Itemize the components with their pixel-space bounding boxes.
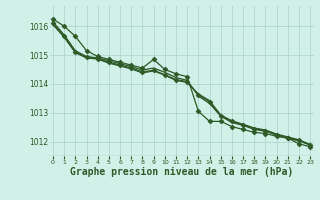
X-axis label: Graphe pression niveau de la mer (hPa): Graphe pression niveau de la mer (hPa) <box>70 167 293 177</box>
